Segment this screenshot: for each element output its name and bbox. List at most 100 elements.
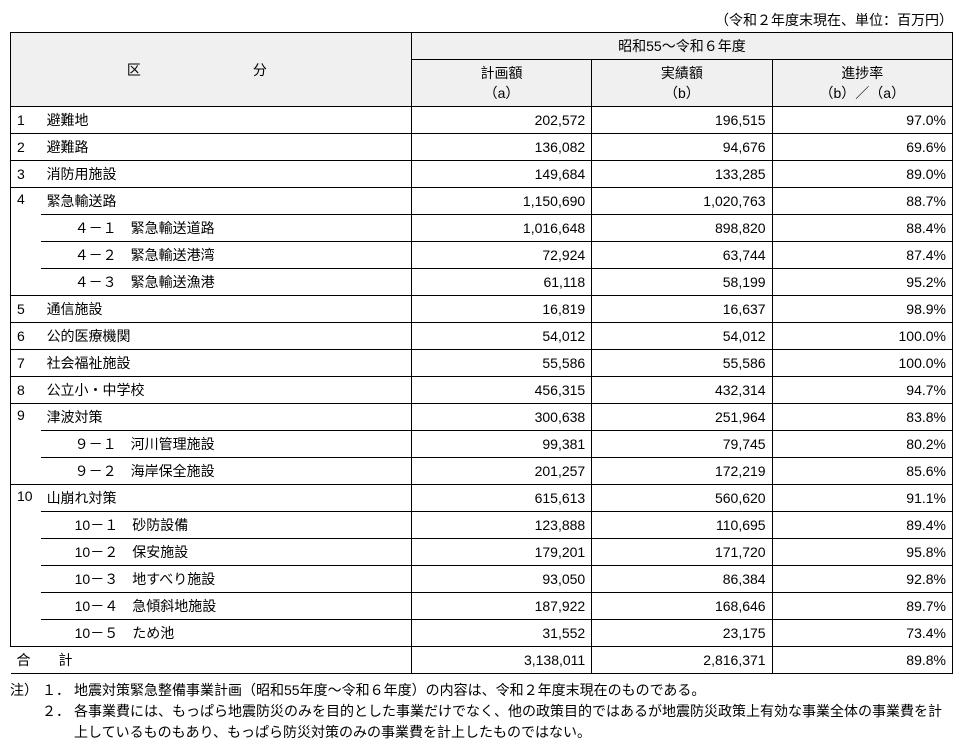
table-cell: 4 xyxy=(11,188,41,296)
table-cell: 133,285 xyxy=(592,161,772,188)
table-cell xyxy=(41,215,71,242)
table-cell: 避難路 xyxy=(41,134,412,161)
table-cell: 10－３ 地すべり施設 xyxy=(71,566,412,593)
table-cell: 196,515 xyxy=(592,107,772,134)
table-cell: 3 xyxy=(11,161,41,188)
table-cell: 98.9% xyxy=(772,296,952,323)
table-cell xyxy=(41,431,71,458)
table-cell: 95.2% xyxy=(772,269,952,296)
table-cell: 89.0% xyxy=(772,161,952,188)
table-cell: 95.8% xyxy=(772,539,952,566)
table-cell: 89.7% xyxy=(772,593,952,620)
data-table: 区 分 昭和55～令和６年度 計画額 （a） 実績額 （b） 進捗率 （b）／（… xyxy=(10,32,953,674)
table-cell: 61,118 xyxy=(411,269,591,296)
table-cell: 63,744 xyxy=(592,242,772,269)
table-cell: 560,620 xyxy=(592,485,772,512)
table-cell xyxy=(41,242,71,269)
table-cell: 171,720 xyxy=(592,539,772,566)
table-cell xyxy=(41,512,71,539)
table-cell: 100.0% xyxy=(772,323,952,350)
table-cell: 85.6% xyxy=(772,458,952,485)
table-row: 7社会福祉施設55,58655,586100.0% xyxy=(11,350,953,377)
table-cell: 87.4% xyxy=(772,242,952,269)
table-subrow: ４－３ 緊急輸送漁港61,11858,19995.2% xyxy=(11,269,953,296)
table-cell: 55,586 xyxy=(592,350,772,377)
table-cell: 69.6% xyxy=(772,134,952,161)
table-cell: 97.0% xyxy=(772,107,952,134)
table-row: 9津波対策300,638251,96483.8% xyxy=(11,404,953,431)
table-cell: 2,816,371 xyxy=(592,647,772,674)
table-cell: ９－２ 海岸保全施設 xyxy=(71,458,412,485)
table-row: 8公立小・中学校456,315432,31494.7% xyxy=(11,377,953,404)
table-subrow: ４－２ 緊急輸送港湾72,92463,74487.4% xyxy=(11,242,953,269)
table-cell: 6 xyxy=(11,323,41,350)
note-number: １． xyxy=(42,680,70,701)
table-cell: 10－４ 急傾斜地施設 xyxy=(71,593,412,620)
table-subrow: ９－２ 海岸保全施設201,257172,21985.6% xyxy=(11,458,953,485)
header-period: 昭和55～令和６年度 xyxy=(411,33,952,60)
table-cell: 89.4% xyxy=(772,512,952,539)
header-category: 区 分 xyxy=(11,33,412,107)
table-cell: 172,219 xyxy=(592,458,772,485)
table-cell: 7 xyxy=(11,350,41,377)
table-cell: 10 xyxy=(11,485,41,647)
table-cell: 898,820 xyxy=(592,215,772,242)
note-text: 地震対策緊急整備事業計画（昭和55年度～令和６年度）の内容は、令和２年度末現在の… xyxy=(74,680,953,701)
table-cell: 201,257 xyxy=(411,458,591,485)
table-cell: 8 xyxy=(11,377,41,404)
table-cell: ４－２ 緊急輸送港湾 xyxy=(71,242,412,269)
table-cell: 88.7% xyxy=(772,188,952,215)
table-cell: 山崩れ対策 xyxy=(41,485,412,512)
table-cell: 通信施設 xyxy=(41,296,412,323)
table-cell: 91.1% xyxy=(772,485,952,512)
table-cell: 73.4% xyxy=(772,620,952,647)
header-col-c: 進捗率 （b）／（a） xyxy=(772,60,952,107)
table-cell: 80.2% xyxy=(772,431,952,458)
table-cell: 202,572 xyxy=(411,107,591,134)
notes-marker: 注） xyxy=(10,680,38,743)
table-cell: 消防用施設 xyxy=(41,161,412,188)
table-subrow: 10－２ 保安施設179,201171,72095.8% xyxy=(11,539,953,566)
table-cell: 179,201 xyxy=(411,539,591,566)
table-cell: 89.8% xyxy=(772,647,952,674)
table-cell: 10－２ 保安施設 xyxy=(71,539,412,566)
table-cell xyxy=(41,539,71,566)
table-cell: 54,012 xyxy=(411,323,591,350)
table-cell: 1,016,648 xyxy=(411,215,591,242)
note-line: １．地震対策緊急整備事業計画（昭和55年度～令和６年度）の内容は、令和２年度末現… xyxy=(42,680,953,701)
table-row: 1避難地202,572196,51597.0% xyxy=(11,107,953,134)
note-number: ２． xyxy=(42,701,70,743)
header-col-a: 計画額 （a） xyxy=(411,60,591,107)
table-cell: 99,381 xyxy=(411,431,591,458)
table-cell: 432,314 xyxy=(592,377,772,404)
table-cell: 615,613 xyxy=(411,485,591,512)
table-cell: 3,138,011 xyxy=(411,647,591,674)
table-row: 10山崩れ対策615,613560,62091.1% xyxy=(11,485,953,512)
table-row: 5通信施設16,81916,63798.9% xyxy=(11,296,953,323)
table-cell: 公的医療機関 xyxy=(41,323,412,350)
table-cell: 136,082 xyxy=(411,134,591,161)
table-subrow: ４－１ 緊急輸送道路1,016,648898,82088.4% xyxy=(11,215,953,242)
table-cell: 1 xyxy=(11,107,41,134)
table-cell: 16,819 xyxy=(411,296,591,323)
table-row: 6公的医療機関54,01254,012100.0% xyxy=(11,323,953,350)
table-cell xyxy=(41,269,71,296)
footnotes: 注） １．地震対策緊急整備事業計画（昭和55年度～令和６年度）の内容は、令和２年… xyxy=(10,680,953,743)
table-cell: 社会福祉施設 xyxy=(41,350,412,377)
table-cell: 2 xyxy=(11,134,41,161)
table-cell: 251,964 xyxy=(592,404,772,431)
table-cell: 86,384 xyxy=(592,566,772,593)
table-cell: 187,922 xyxy=(411,593,591,620)
table-cell: 72,924 xyxy=(411,242,591,269)
table-row: 2避難路136,08294,67669.6% xyxy=(11,134,953,161)
table-cell: ４－１ 緊急輸送道路 xyxy=(71,215,412,242)
table-cell: 123,888 xyxy=(411,512,591,539)
table-cell: 149,684 xyxy=(411,161,591,188)
note-line: ２．各事業費には、もっぱら地震防災のみを目的とした事業だけでなく、他の政策目的で… xyxy=(42,701,953,743)
table-cell: 1,150,690 xyxy=(411,188,591,215)
table-cell: 92.8% xyxy=(772,566,952,593)
table-cell xyxy=(41,458,71,485)
table-cell: 300,638 xyxy=(411,404,591,431)
table-cell: ９－１ 河川管理施設 xyxy=(71,431,412,458)
table-cell: 110,695 xyxy=(592,512,772,539)
